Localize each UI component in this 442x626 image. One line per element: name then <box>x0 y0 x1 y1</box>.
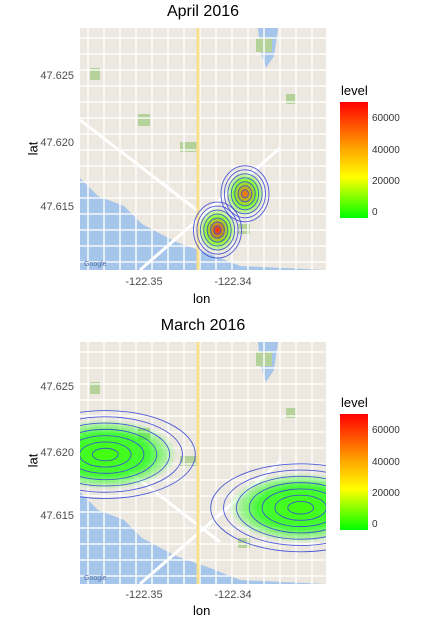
legend-tick-label: 40000 <box>372 457 400 468</box>
chart-title: March 2016 <box>160 317 246 334</box>
legend-tick-label: 60000 <box>372 425 400 436</box>
legend-title: level <box>341 83 368 98</box>
y-axis-label: lat <box>25 141 41 156</box>
density-contour <box>80 416 183 493</box>
park-area <box>238 224 250 234</box>
density-contour <box>92 447 119 462</box>
x-axis-label: lon <box>193 291 211 306</box>
map-plot-svg: Google <box>80 342 326 584</box>
density-contour <box>206 217 229 243</box>
legend-colorbar <box>340 102 368 218</box>
x-tick-label: -122.35 <box>125 276 163 288</box>
density-contour <box>210 463 326 553</box>
y-tick-label: 47.615 <box>40 201 74 213</box>
density-contour <box>227 173 263 215</box>
legend-tick-label: 40000 <box>372 145 400 156</box>
map-plot-svg: Google <box>80 28 326 270</box>
density-contour <box>230 177 260 211</box>
density-contour <box>274 494 326 521</box>
y-tick-label: 47.625 <box>40 70 74 82</box>
x-tick-label: -122.35 <box>125 589 163 601</box>
legend-tick-label: 20000 <box>372 176 400 187</box>
density-contour <box>223 469 326 546</box>
map-attribution: Google <box>84 575 107 582</box>
park-area <box>90 382 100 394</box>
density-contour <box>213 225 222 235</box>
density-contour <box>237 185 253 203</box>
street <box>139 146 281 270</box>
legend-tick-label: 0 <box>372 207 378 218</box>
density-contour <box>80 441 132 468</box>
density-contour <box>210 221 225 239</box>
density-contour <box>196 205 239 255</box>
density-contour <box>234 181 256 207</box>
y-tick-label: 47.625 <box>40 381 74 393</box>
park-area <box>90 68 100 80</box>
density-contour <box>287 501 314 515</box>
y-tick-label: 47.620 <box>40 447 74 459</box>
density-contour <box>203 213 232 247</box>
x-tick-label: -122.34 <box>214 589 252 601</box>
x-axis-label: lon <box>193 603 211 618</box>
density-contour <box>199 209 236 251</box>
y-axis-label: lat <box>25 453 41 468</box>
density-contour <box>261 488 326 528</box>
y-tick-label: 47.615 <box>40 510 74 522</box>
map-plot: Google <box>80 28 326 270</box>
map-attribution: Google <box>84 261 107 268</box>
water-area <box>80 492 326 584</box>
park-area <box>286 94 296 104</box>
density-contour <box>193 201 242 259</box>
legend-title: level <box>341 395 368 410</box>
legend-tick-label: 20000 <box>372 488 400 499</box>
density-contour <box>235 475 326 540</box>
density-hotspot <box>228 472 326 543</box>
park-area <box>180 142 198 152</box>
map-plot: Google <box>80 342 326 584</box>
water-area <box>80 178 326 270</box>
density-contour <box>223 169 266 219</box>
park-area <box>286 408 296 418</box>
density-contour <box>80 428 158 481</box>
density-contour <box>248 482 326 534</box>
density-hotspot <box>80 419 178 490</box>
legend-tick-label: 0 <box>372 519 378 530</box>
density-contour <box>241 189 249 199</box>
legend-colorbar <box>340 414 368 530</box>
park-area <box>138 114 150 126</box>
legend-tick-label: 60000 <box>372 113 400 124</box>
y-tick-label: 47.620 <box>40 137 74 149</box>
park-area <box>238 538 250 548</box>
density-contour <box>80 410 196 499</box>
panel-march: March 2016 Google 47.625 47.620 47.615 -… <box>0 313 442 626</box>
density-contour <box>80 435 145 474</box>
chart-title: April 2016 <box>166 3 240 20</box>
park-area <box>180 456 198 466</box>
density-contour <box>220 165 270 223</box>
panel-april: April 2016 Google 47.625 47.620 47.615 -… <box>25 3 400 306</box>
density-contour <box>80 422 171 487</box>
x-tick-label: -122.34 <box>214 276 252 288</box>
